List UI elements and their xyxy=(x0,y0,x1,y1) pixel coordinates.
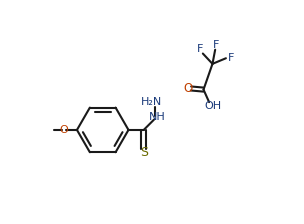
Text: OH: OH xyxy=(204,101,221,111)
Text: F: F xyxy=(228,53,234,63)
Text: F: F xyxy=(212,40,219,50)
Text: NH: NH xyxy=(149,112,166,122)
Text: O: O xyxy=(60,125,68,135)
Text: F: F xyxy=(197,44,203,54)
Text: S: S xyxy=(140,146,148,159)
Text: O: O xyxy=(183,82,193,95)
Text: H₂N: H₂N xyxy=(140,97,162,107)
